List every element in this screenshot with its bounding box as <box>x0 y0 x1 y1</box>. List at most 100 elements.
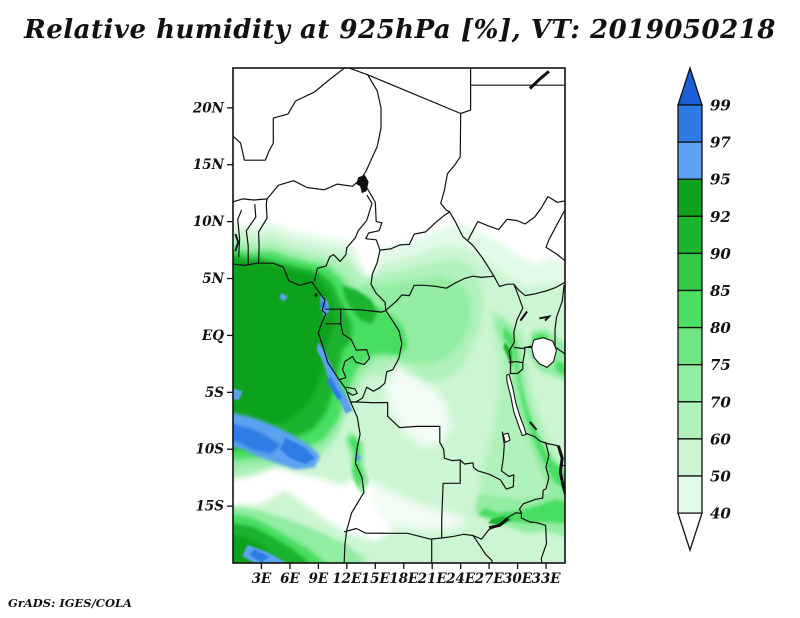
country-border <box>233 262 365 563</box>
country-border <box>508 283 524 375</box>
humidity-shading-blob <box>233 424 281 454</box>
country-border <box>459 431 515 490</box>
colorbar-label: 75 <box>710 356 731 374</box>
humidity-shading-blob <box>250 549 269 563</box>
lake-tanganyika <box>506 373 527 437</box>
lake-chad <box>356 175 369 194</box>
humidity-shading-blob <box>371 483 469 530</box>
colorbar-legend: 99 97 95 92 90 85 80 75 70 60 50 40 <box>677 65 731 553</box>
lon-tick-label: 18E <box>389 571 419 587</box>
country-border <box>347 68 462 115</box>
country-border <box>338 323 371 381</box>
humidity-shading <box>233 220 565 563</box>
colorbar-segment <box>677 141 703 180</box>
humidity-shading-blob <box>503 326 565 489</box>
country-border <box>493 275 565 297</box>
lake-kariba <box>488 517 510 530</box>
country-border <box>441 459 461 539</box>
figure-title: Relative humidity at 925hPa [%], VT: 201… <box>24 15 776 45</box>
lake-bioko <box>314 292 318 298</box>
colorbar-under-arrow <box>677 512 703 553</box>
country-border <box>508 361 524 364</box>
lon-tick-label: 6E <box>280 571 300 587</box>
lake-volta <box>234 233 240 252</box>
country-border <box>370 249 387 311</box>
country-border <box>361 74 382 178</box>
lon-tick-label: 3E <box>252 571 272 587</box>
colorbar-segment <box>677 364 703 403</box>
lon-tick-label: 30E <box>503 571 533 587</box>
lon-tick-label: 15E <box>361 571 391 587</box>
colorbar-label: 85 <box>710 282 731 300</box>
humidity-shading-blob <box>326 376 343 401</box>
lat-tick-label: 5S <box>205 385 224 401</box>
colorbar-segment <box>677 401 703 440</box>
map-frame <box>232 67 566 564</box>
humidity-shading-blob <box>279 293 288 302</box>
country-border <box>545 210 565 262</box>
colorbar-segment <box>677 289 703 329</box>
humidity-shading-blob <box>316 342 353 414</box>
colorbar-segment <box>677 178 703 217</box>
country-borders <box>233 68 565 563</box>
country-border <box>554 284 565 347</box>
country-border <box>343 527 474 540</box>
lon-tick-label: 27E <box>474 571 505 587</box>
lon-tick-label: 21E <box>417 571 448 587</box>
country-border <box>518 441 550 514</box>
colorbar-over-arrow <box>677 65 703 106</box>
lat-tick-label: 20N <box>192 100 225 116</box>
lon-tick-label: 24E <box>445 571 476 587</box>
lon-tick-label: 9E <box>309 571 329 587</box>
colorbar-segment <box>677 215 703 255</box>
colorbar-label: 60 <box>710 430 731 448</box>
country-border <box>358 309 387 313</box>
lake-victoria <box>531 337 558 368</box>
country-border <box>346 386 358 396</box>
humidity-shading-blob <box>233 467 393 542</box>
colorbar-label: 90 <box>710 245 731 263</box>
colorbar-label: 97 <box>710 134 731 152</box>
lat-tick-label: 10N <box>193 214 225 230</box>
lat-tick-label: 10S <box>195 442 224 458</box>
colorbar-label: 70 <box>710 393 731 411</box>
grads-credit: GrADS: IGES/COLA <box>8 596 132 610</box>
country-border <box>385 275 495 311</box>
country-border <box>460 84 472 115</box>
lat-tick-label: 15S <box>195 499 224 515</box>
country-border <box>525 432 559 447</box>
country-border <box>257 198 268 264</box>
lake-mweru <box>502 432 511 444</box>
humidity-shading-blob <box>233 388 243 401</box>
colorbar-label: 92 <box>710 208 731 226</box>
lake-nile <box>528 70 550 90</box>
humidity-shading-blob <box>280 437 315 464</box>
country-border <box>467 196 565 241</box>
lat-tick-label: EQ <box>201 328 224 344</box>
country-border <box>237 209 243 258</box>
colorbar-label: 40 <box>710 505 731 523</box>
lake-albert <box>519 310 528 322</box>
humidity-shading-blob <box>554 360 565 375</box>
country-border <box>233 68 346 161</box>
lakes <box>234 70 565 530</box>
country-border <box>440 112 462 213</box>
colorbar-segment <box>677 252 703 292</box>
colorbar-segment <box>677 104 703 143</box>
lon-tick-label: 33E <box>531 571 561 587</box>
humidity-shading-blob <box>233 258 336 433</box>
lat-tick-label: 15N <box>193 157 225 173</box>
lake-rukwa <box>529 421 538 431</box>
country-border <box>520 512 548 563</box>
colorbar-label: 99 <box>710 97 731 115</box>
lake-kyoga <box>539 315 552 322</box>
country-border <box>314 194 373 282</box>
colorbar-label: 80 <box>710 319 731 337</box>
country-border <box>325 308 360 311</box>
country-border <box>554 346 565 355</box>
colorbar-segment <box>677 438 703 477</box>
lat-tick-label: 5N <box>202 271 224 287</box>
country-border <box>233 178 361 203</box>
colorbar-label: 50 <box>710 468 731 486</box>
